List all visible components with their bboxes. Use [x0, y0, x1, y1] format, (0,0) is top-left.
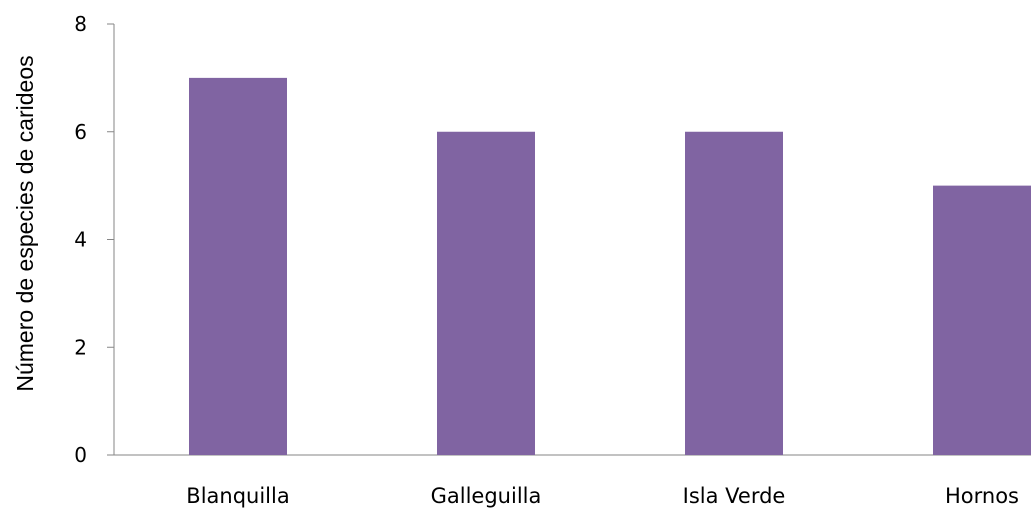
y-tick-label: 2 [74, 335, 87, 359]
bars [189, 77, 1031, 455]
y-ticks: 0 2 4 6 8 [74, 12, 114, 467]
bar-blanquilla [189, 77, 287, 455]
bar-isla-verde [685, 131, 783, 455]
x-tick-label: Blanquilla [186, 484, 289, 508]
y-tick-label: 6 [74, 120, 87, 144]
y-tick-label: 8 [74, 12, 87, 36]
y-axis-title-group: Número de especies de carideos [12, 55, 38, 391]
bar-galleguilla [437, 131, 535, 455]
x-tick-labels: Blanquilla Galleguilla Isla Verde Hornos [186, 484, 1019, 508]
x-tick-label: Galleguilla [431, 484, 542, 508]
x-tick-label: Isla Verde [683, 484, 786, 508]
y-tick-label: 4 [74, 228, 87, 252]
bar-hornos [933, 185, 1031, 455]
y-axis-title: Número de especies de carideos [12, 55, 38, 391]
y-tick-label: 0 [74, 443, 87, 467]
x-tick-label: Hornos [945, 484, 1019, 508]
